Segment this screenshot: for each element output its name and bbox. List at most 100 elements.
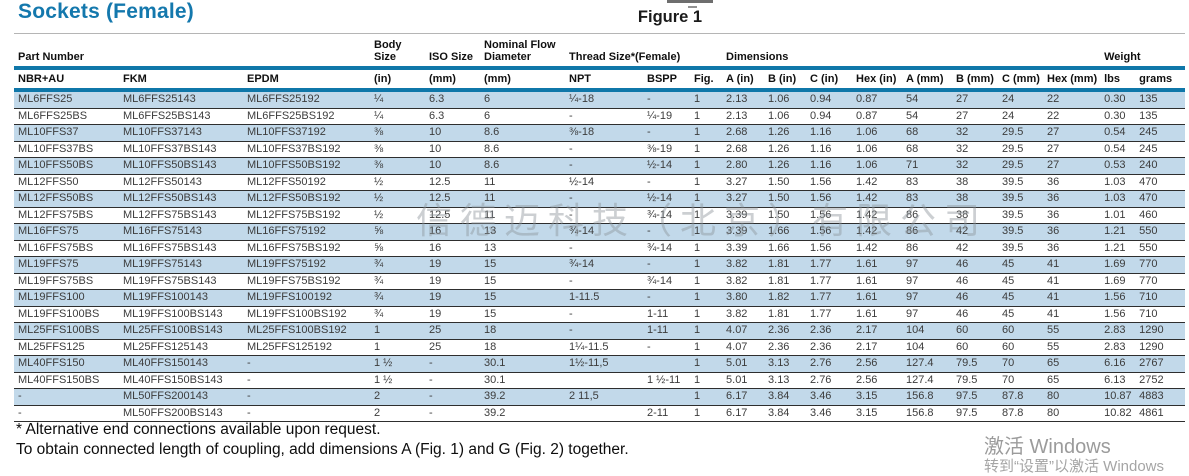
cell-iso-size-mm: 19 xyxy=(429,274,442,287)
cell-bspp xyxy=(643,356,690,373)
cell-weight-grams: 1290 xyxy=(1139,324,1164,336)
cell-part-fkm: ML12FFS75BS143 xyxy=(123,208,217,221)
cell-fig: 1 xyxy=(694,258,701,270)
cell-weight-grams: 470 xyxy=(1139,175,1158,188)
cell-part-nbr-au: ML19FFS100BS xyxy=(18,307,100,320)
cell-part-nbr-au: ML6FFS25BS xyxy=(18,109,88,122)
cell-bspp: ¾-14 xyxy=(647,274,673,287)
cell-b-mm: 46 xyxy=(956,258,969,270)
cell-hex-in: 3.15 xyxy=(856,406,878,419)
cell-hex-mm: 36 xyxy=(1047,225,1060,237)
cell-a-in: 3.39 xyxy=(726,208,748,221)
cell-fig: 1 xyxy=(694,324,701,336)
cell-fig: 1 xyxy=(694,390,701,402)
cell-hex-mm: 27 xyxy=(1047,126,1060,138)
cell-part-epdm: ML19FFS75BS192 xyxy=(247,274,341,287)
cell-bspp: 1-11 xyxy=(647,307,669,320)
cell-part-epdm: ML10FFS50BS192 xyxy=(247,159,341,171)
cell-weight-lbs: 1.56 xyxy=(1104,307,1126,320)
cell-body-size-in: ½ xyxy=(374,175,384,188)
cell-a-mm: 97 xyxy=(906,274,919,287)
cell-body-size-in: 1 xyxy=(374,340,381,353)
cell-c-mm: 60 xyxy=(1002,324,1015,336)
cell-body-size-in: ¾ xyxy=(374,291,384,303)
cell-flow-diameter-mm: 39.2 xyxy=(484,390,506,402)
cell-weight-lbs: 0.54 xyxy=(1104,142,1126,155)
cell-body-size-in: 2 xyxy=(374,390,381,402)
cell-flow-diameter-mm: 11 xyxy=(484,175,496,188)
cell-bspp: - xyxy=(647,175,651,188)
cell-a-in: 3.27 xyxy=(726,192,748,204)
cell-c-in: 1.56 xyxy=(810,241,832,254)
table-row: ML10FFS50BS ML10FFS50BS143 ML10FFS50BS192 ⅜… xyxy=(14,157,1186,174)
cell-body-size-in: ⅝ xyxy=(374,225,384,237)
cell-a-in: 2.13 xyxy=(726,109,748,122)
cell-npt: 1¼-11.5 xyxy=(569,340,609,353)
cell-c-mm: 39.5 xyxy=(1002,241,1024,254)
cell-npt: ¾-14 xyxy=(569,225,595,237)
activate-windows-watermark: 激活 Windows xyxy=(984,436,1111,458)
cell-iso-size-mm: 10 xyxy=(429,126,442,138)
cell-c-in: 1.77 xyxy=(810,274,832,287)
cell-weight-lbs: 1.56 xyxy=(1104,291,1126,303)
cell-c-mm: 24 xyxy=(1002,93,1015,105)
cell-weight-grams: 135 xyxy=(1139,93,1158,105)
cell-body-size-in: ¼ xyxy=(374,109,384,122)
col-header-b-in: B (in) xyxy=(764,68,807,92)
cell-fig: 1 xyxy=(694,373,701,386)
cell-weight-grams: 470 xyxy=(1139,192,1158,204)
cell-bspp: - xyxy=(647,340,651,353)
cell-fig: 1 xyxy=(694,225,701,237)
cell-b-in: 1.26 xyxy=(768,142,790,155)
cell-npt: - xyxy=(569,241,573,254)
cell-a-in: 4.07 xyxy=(726,340,748,353)
group-header-thread-size: Thread Size*(Female) xyxy=(565,33,691,70)
cell-npt: 1-11.5 xyxy=(569,291,600,303)
cell-iso-size-mm: 12.5 xyxy=(429,175,451,188)
cell-iso-size-mm: 10 xyxy=(429,142,442,155)
cell-part-fkm: ML25FFS125143 xyxy=(123,340,208,353)
cell-part-epdm: ML6FFS25192 xyxy=(247,93,320,105)
cell-bspp: - xyxy=(647,291,651,303)
cell-fig: 1 xyxy=(694,406,701,419)
cell-hex-in: 2.17 xyxy=(856,340,878,353)
cell-a-in: 3.82 xyxy=(726,258,748,270)
cell-weight-lbs: 10.82 xyxy=(1104,406,1132,419)
group-header-weight: Weight xyxy=(1100,33,1186,70)
cell-hex-mm: 80 xyxy=(1047,406,1060,419)
cell-weight-grams: 710 xyxy=(1139,307,1158,320)
cell-part-nbr-au: ML40FFS150BS xyxy=(18,373,100,386)
cell-npt: 1½-11,5 xyxy=(569,357,609,369)
cell-c-mm: 39.5 xyxy=(1002,175,1024,188)
col-header-c-mm: C (mm) xyxy=(998,68,1044,92)
cell-body-size-in: 2 xyxy=(374,406,381,419)
cell-part-epdm: ML12FFS50BS192 xyxy=(247,192,341,204)
cell-hex-mm: 65 xyxy=(1047,357,1060,369)
cell-flow-diameter-mm: 11 xyxy=(484,192,496,204)
cell-bspp: - xyxy=(647,225,651,237)
cell-bspp: 2-11 xyxy=(647,406,669,419)
cell-weight-lbs: 6.16 xyxy=(1104,357,1126,369)
cell-hex-mm: 36 xyxy=(1047,208,1060,221)
footnote-alternative-ends: * Alternative end connections available … xyxy=(16,421,381,438)
table-row: ML16FFS75 ML16FFS75143 ML16FFS75192 ⅝ 16 13 ¾-… xyxy=(14,223,1186,240)
cell-c-mm: 39.5 xyxy=(1002,225,1024,237)
cell-part-fkm: ML19FFS75143 xyxy=(123,258,202,270)
cell-part-epdm: ML12FFS50192 xyxy=(247,175,326,188)
cell-b-in: 1.66 xyxy=(768,225,790,237)
cell-b-mm: 38 xyxy=(956,208,969,221)
cell-hex-in: 1.42 xyxy=(856,208,878,221)
cell-c-in: 1.77 xyxy=(810,307,832,320)
cell-part-nbr-au: ML6FFS25 xyxy=(18,93,73,105)
cell-iso-size-mm: - xyxy=(429,406,433,419)
cell-b-in: 1.82 xyxy=(768,291,790,303)
cell-weight-grams: 240 xyxy=(1139,159,1158,171)
table-row: ML19FFS100BS ML19FFS100BS143 ML19FFS100BS1… xyxy=(14,306,1186,323)
cell-a-mm: 156.8 xyxy=(906,406,934,419)
cell-bspp: - xyxy=(647,126,651,138)
cell-npt: - xyxy=(569,192,573,204)
figure-caption: Figure 1 xyxy=(637,8,703,26)
cell-flow-diameter-mm: 15 xyxy=(484,274,497,287)
cell-weight-grams: 245 xyxy=(1139,126,1158,138)
cell-npt: - xyxy=(569,208,573,221)
